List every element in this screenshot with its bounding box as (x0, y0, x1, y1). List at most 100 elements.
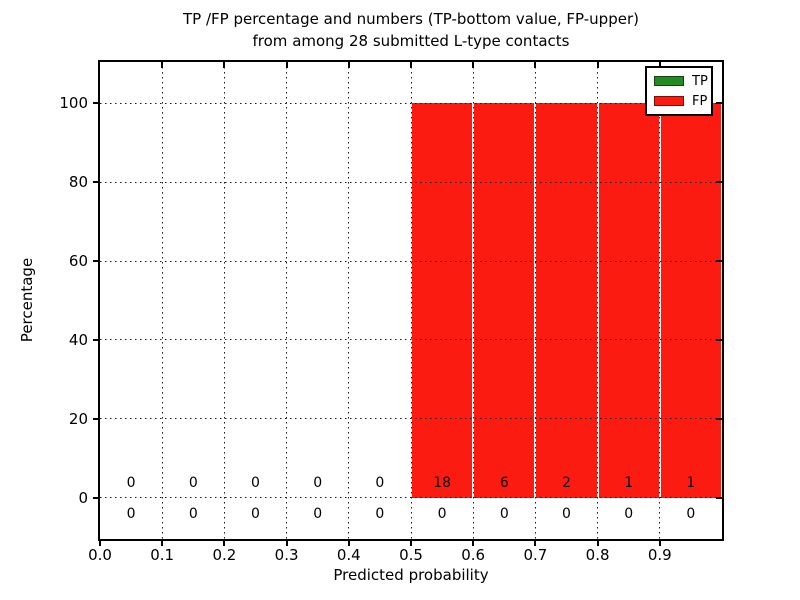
x-tick (596, 539, 599, 546)
x-tick-label: 0.3 (274, 546, 299, 564)
v-gridline (286, 62, 288, 539)
fp-count-label: 0 (188, 474, 198, 491)
y-tick-label: 40 (68, 330, 88, 349)
fp-bar (598, 103, 659, 498)
right-tick (716, 102, 722, 105)
fp-count-label: 0 (375, 474, 385, 491)
x-tick (410, 539, 412, 546)
h-gridline (100, 181, 722, 183)
x-tick-label: 0.6 (461, 546, 486, 564)
top-tick (472, 62, 475, 68)
tp-count-label: 0 (188, 506, 198, 523)
tp-count-label: 0 (375, 506, 385, 523)
legend-label-fp: FP (692, 93, 708, 109)
h-gridline (100, 497, 722, 499)
h-gridline (100, 102, 722, 104)
right-tick (716, 260, 722, 263)
y-tick (93, 417, 99, 420)
y-tick (93, 181, 99, 184)
fp-bar (474, 103, 535, 498)
top-tick (410, 62, 412, 68)
x-axis-label: Predicted probability (333, 566, 489, 584)
tp-count-label: 0 (686, 506, 696, 523)
right-tick (716, 496, 722, 499)
fp-count-label: 2 (562, 474, 571, 491)
fp-count-label: 0 (126, 474, 136, 491)
x-tick-label: 0.8 (585, 546, 610, 564)
fp-bar (536, 103, 597, 498)
fp-bar (412, 103, 473, 498)
y-tick (93, 338, 99, 341)
v-gridline (410, 62, 412, 539)
legend-label-tp: TP (692, 73, 708, 89)
x-tick (347, 539, 350, 546)
v-gridline (223, 62, 225, 539)
v-gridline (348, 62, 350, 539)
x-tick-label: 0.5 (399, 546, 423, 564)
x-tick-label: 0.0 (88, 546, 112, 564)
y-tick (93, 496, 99, 499)
plot-area: 0 0 0 0 0 0 0 0 0 0 0 0 0 0 0 18 6 2 1 1 0.0 0.1 0.2 0.3 0.4 0.5 0… (59, 60, 724, 564)
legend-item-fp: FP (647, 91, 711, 111)
tp-count-label: 0 (624, 506, 634, 523)
x-tick (472, 539, 475, 546)
fp-count-label: 0 (313, 474, 323, 491)
legend-item-tp: TP (647, 71, 711, 91)
v-gridline (161, 62, 163, 539)
fp-bar (660, 103, 721, 498)
right-tick (716, 417, 722, 420)
tp-swatch-icon (654, 76, 684, 86)
x-tick-label: 0.7 (523, 546, 548, 564)
v-gridline (472, 62, 474, 539)
chart-title-line2: from among 28 submitted L-type contacts (252, 32, 570, 50)
x-tick-label: 0.1 (150, 546, 175, 564)
tp-count-label: 0 (499, 506, 509, 523)
y-tick-label: 80 (68, 173, 88, 192)
y-tick-label: 20 (68, 409, 88, 428)
y-axis-label: Percentage (18, 257, 36, 343)
x-tick (285, 539, 288, 546)
tp-count-label: 0 (437, 506, 447, 523)
y-tick-label: 100 (59, 94, 88, 113)
fp-swatch-icon (654, 96, 684, 106)
tp-count-label: 0 (562, 506, 571, 523)
x-tick-label: 0.9 (647, 546, 672, 564)
x-tick (161, 539, 164, 546)
v-gridline (597, 62, 599, 539)
x-tick (99, 539, 101, 546)
fp-count-label: 0 (251, 474, 260, 491)
v-gridline (534, 62, 536, 539)
x-tick (658, 539, 661, 546)
y-tick (93, 102, 99, 105)
chart-title-line1: TP /FP percentage and numbers (TP-bottom… (183, 10, 639, 28)
x-tick-label: 0.4 (336, 546, 361, 564)
h-gridline (100, 260, 722, 262)
fp-count-label: 18 (433, 474, 452, 491)
fp-count-label: 1 (686, 474, 696, 491)
v-gridline (659, 62, 661, 539)
top-tick (596, 62, 599, 68)
h-gridline (100, 418, 722, 420)
top-tick (161, 62, 164, 68)
y-tick-label: 60 (68, 252, 88, 271)
y-tick (93, 260, 99, 263)
fp-count-label: 6 (499, 474, 509, 491)
x-tick (223, 539, 226, 546)
tp-count-label: 0 (313, 506, 323, 523)
chart-title: TP /FP percentage and numbers (TP-bottom… (100, 8, 722, 52)
h-gridline (100, 339, 722, 341)
top-tick (347, 62, 350, 68)
top-tick (223, 62, 226, 68)
x-tick (534, 539, 537, 546)
tp-count-label: 0 (251, 506, 260, 523)
tp-count-label: 0 (126, 506, 136, 523)
legend: TP FP (645, 66, 713, 116)
y-tick-label: 0 (78, 488, 88, 507)
top-tick (285, 62, 288, 68)
fp-count-label: 1 (624, 474, 634, 491)
right-tick (716, 338, 722, 341)
top-tick (658, 62, 661, 68)
top-tick (534, 62, 537, 68)
right-tick (716, 181, 722, 184)
